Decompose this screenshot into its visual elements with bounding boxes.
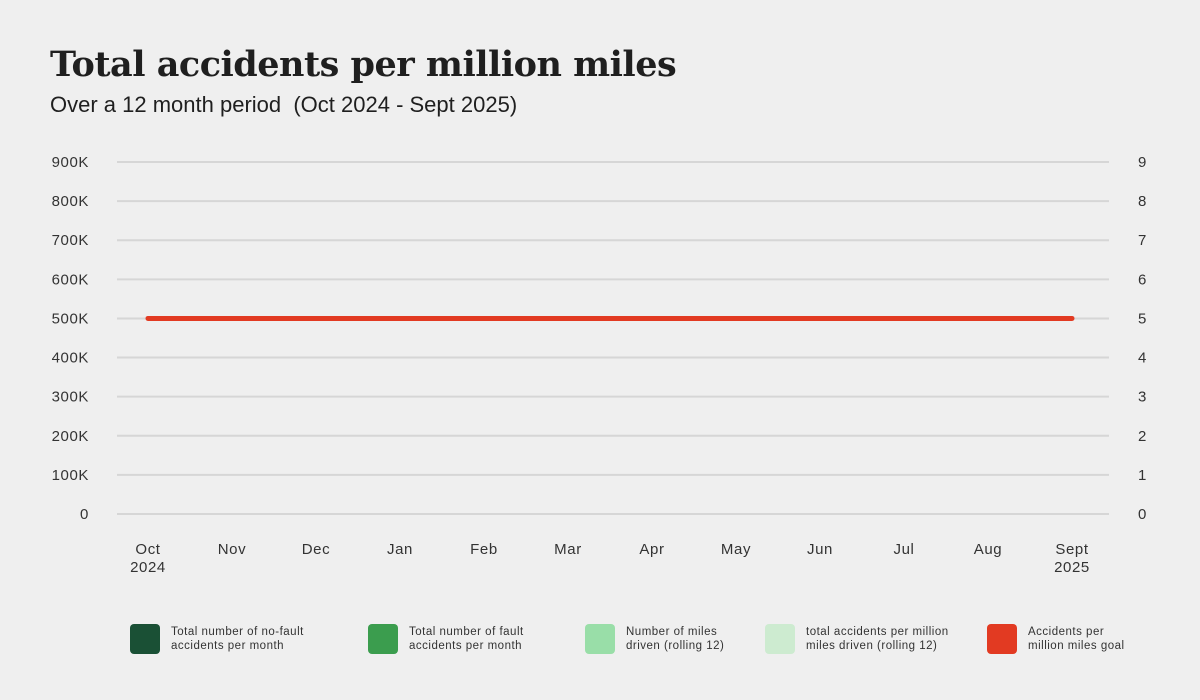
legend-swatch-fault (368, 624, 398, 654)
legend-label-rolling-rate: total accidents per million miles driven… (806, 625, 966, 653)
left-tick-label: 0 (80, 506, 89, 523)
left-tick-label: 800K (52, 193, 89, 210)
left-tick-label: 700K (52, 232, 89, 249)
x-tick-label: Mar (554, 541, 582, 558)
legend-swatch-rolling-rate (765, 624, 795, 654)
legend-label-no-fault: Total number of no-fault accidents per m… (171, 625, 331, 653)
right-tick-label: 0 (1138, 506, 1147, 523)
x-tick-year-label: 2024 (130, 559, 166, 576)
x-tick-label: Apr (639, 541, 664, 558)
legend-label-line1: Total number of no-fault (171, 626, 304, 638)
right-tick-label: 6 (1138, 271, 1147, 288)
legend-label-goal: Accidents per million miles goal (1028, 625, 1188, 653)
x-tick-label: Feb (470, 541, 498, 558)
legend-swatch-goal (987, 624, 1017, 654)
chart-plot: 0 100K 200K 300K 400K 500K 600K 700K 800K 900K 0 1… (52, 154, 1147, 576)
x-tick-label: Sept (1055, 541, 1088, 558)
right-tick-label: 4 (1138, 350, 1147, 367)
left-tick-label: 900K (52, 154, 89, 171)
chart-title: Total accidents per million miles (50, 44, 677, 85)
left-tick-label: 300K (52, 389, 89, 406)
left-tick-label: 100K (52, 467, 89, 484)
right-tick-label: 3 (1138, 389, 1147, 406)
x-tick-label: Aug (974, 541, 1003, 558)
legend-label-line1: Number of miles (626, 626, 718, 638)
legend-label-miles: Number of miles driven (rolling 12) (626, 625, 786, 653)
left-tick-label: 400K (52, 350, 89, 367)
right-tick-label: 8 (1138, 193, 1147, 210)
chart-subtitle: Over a 12 month period (Oct 2024 - Sept … (50, 92, 518, 117)
x-tick-label: Oct (135, 541, 160, 558)
right-tick-label: 7 (1138, 232, 1147, 249)
x-tick-label: Dec (302, 541, 330, 558)
legend-swatch-miles (585, 624, 615, 654)
legend-label-line1: total accidents per million (806, 626, 949, 638)
legend-swatch-no-fault (130, 624, 160, 654)
legend-label-line2: driven (rolling 12) (626, 640, 725, 652)
x-tick-label: Jul (894, 541, 915, 558)
right-tick-label: 9 (1138, 154, 1147, 171)
x-tick-label: Nov (218, 541, 246, 558)
right-y-axis: 0 1 2 3 4 5 6 7 8 9 (1138, 154, 1147, 523)
legend-label-line2: million miles goal (1028, 640, 1125, 652)
legend-label-line1: Total number of fault (409, 626, 524, 638)
legend-label-line2: accidents per month (171, 640, 285, 652)
legend-label-fault: Total number of fault accidents per mont… (409, 625, 569, 653)
x-tick-label: Jun (807, 541, 833, 558)
legend-label-line2: accidents per month (409, 640, 523, 652)
grid-layer (117, 161, 1109, 515)
x-tick-year-label: 2025 (1054, 559, 1090, 576)
left-y-axis: 0 100K 200K 300K 400K 500K 600K 700K 800K 900K (52, 154, 89, 523)
right-tick-label: 1 (1138, 467, 1147, 484)
x-tick-label: Jan (387, 541, 413, 558)
x-tick-label: May (721, 541, 751, 558)
legend-label-line2: miles driven (rolling 12) (806, 640, 938, 652)
right-tick-label: 5 (1138, 310, 1147, 327)
left-tick-label: 600K (52, 271, 89, 288)
left-tick-label: 200K (52, 428, 89, 445)
right-tick-label: 2 (1138, 428, 1147, 445)
legend-label-line1: Accidents per (1028, 626, 1105, 638)
left-tick-label: 500K (52, 310, 89, 327)
